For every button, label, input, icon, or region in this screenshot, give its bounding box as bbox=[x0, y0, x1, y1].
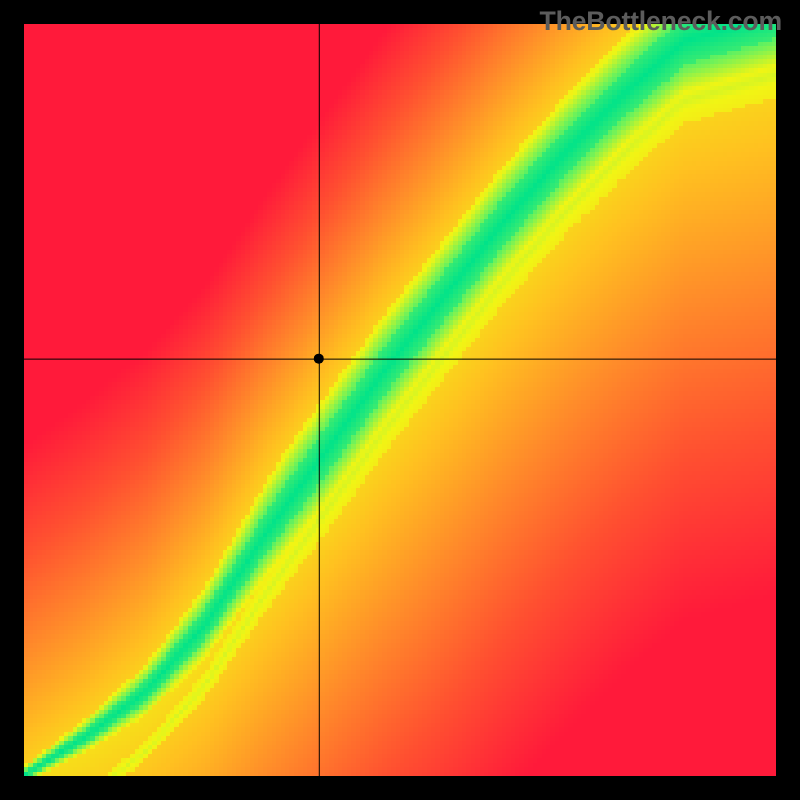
heatmap-canvas bbox=[0, 0, 800, 800]
watermark: TheBottleneck.com bbox=[540, 6, 782, 37]
chart-container: TheBottleneck.com bbox=[0, 0, 800, 800]
